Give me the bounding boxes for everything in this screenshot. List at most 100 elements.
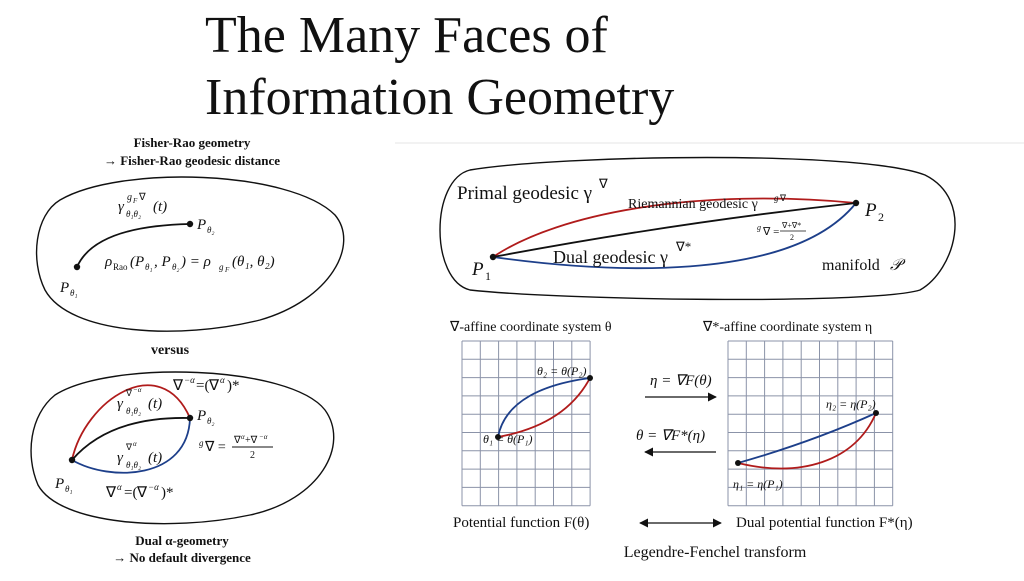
title: The Many Faces of <box>205 7 609 64</box>
geodesic-curve <box>71 417 191 461</box>
point <box>68 456 76 464</box>
math: F <box>224 266 230 274</box>
dual-geodesic <box>497 377 591 438</box>
math: g <box>757 223 761 232</box>
title: Information Geometry <box>205 69 674 126</box>
geodesic-label: ∇* <box>675 239 691 254</box>
math: α <box>117 482 122 492</box>
math: θ₁θ₂ <box>126 209 141 219</box>
point <box>873 410 879 416</box>
math: γ <box>117 396 124 412</box>
function-label: Potential function F(θ) <box>453 515 589 531</box>
math: (t) <box>153 199 167 215</box>
math: F <box>132 197 138 205</box>
point <box>735 460 741 466</box>
primal-geodesic <box>492 197 857 258</box>
coordinate-grids <box>461 340 894 507</box>
math: ∇ <box>233 435 241 446</box>
math: ∇+∇* <box>781 221 801 230</box>
math: θ₁ <box>145 262 153 272</box>
math: −α <box>259 433 268 441</box>
math: ρ <box>104 254 112 270</box>
grid-title: ∇*-affine coordinate system η <box>702 320 872 335</box>
point-label: 1 <box>485 269 491 283</box>
math: ∇ <box>105 485 117 501</box>
math: g <box>199 438 204 448</box>
point-label: θ₂ <box>207 225 215 235</box>
math: ∇ = <box>762 226 779 238</box>
geodesic-label: Riemannian geodesic γ <box>628 197 758 212</box>
math: Rao <box>113 262 128 272</box>
dual-geodesic <box>71 417 191 474</box>
geodesic-curve <box>76 223 191 268</box>
math: (P <box>130 254 144 270</box>
function-label: Dual potential function F*(η) <box>736 515 913 531</box>
transform-label: Legendre-Fenchel transform <box>624 544 807 561</box>
math: ∇ <box>136 485 148 501</box>
math: θ₁θ₂ <box>126 406 141 416</box>
manifold-outline <box>439 156 956 301</box>
point-label: P <box>59 280 69 296</box>
math: =( <box>196 378 209 394</box>
point-label: P <box>196 408 206 424</box>
math: ∇ <box>125 442 133 452</box>
math: α <box>220 375 225 385</box>
math: (t) <box>148 396 162 412</box>
point <box>587 375 593 381</box>
math: ) = ρ <box>180 254 211 270</box>
point-label: θ₁ <box>70 288 78 298</box>
point-label: P <box>471 259 484 280</box>
point-label: θ₁ <box>65 484 73 494</box>
point-label: θ₂ = θ(P₂) <box>537 364 587 378</box>
math: )* <box>161 485 174 501</box>
point <box>186 220 194 228</box>
math: θ₁θ₂ <box>126 460 141 470</box>
manifold-name: 𝒫 <box>890 257 906 274</box>
primal-geodesic <box>71 384 191 461</box>
point <box>489 253 497 261</box>
point-label: 2 <box>878 210 884 224</box>
point-label: θ₁ = θ(P₁) <box>483 432 533 446</box>
geodesic-label: ∇ <box>779 193 787 203</box>
manifold-name: manifold <box>822 257 880 274</box>
math: θ₂ <box>172 262 180 272</box>
math: =( <box>124 485 137 501</box>
point <box>73 263 81 271</box>
math: ∇ <box>208 378 220 394</box>
math: α <box>133 440 137 448</box>
math: (t) <box>148 450 162 466</box>
heading: Dual α-geometry <box>135 533 229 548</box>
map-label: θ = ∇F*(η) <box>636 428 705 444</box>
separator: versus <box>151 343 190 358</box>
heading: Fisher-Rao geometry <box>134 135 251 150</box>
math: 2 <box>250 450 255 461</box>
math: , P <box>154 254 171 270</box>
primal-geodesic <box>497 377 591 438</box>
point <box>852 199 860 207</box>
geodesic-label: ∇ <box>598 176 608 191</box>
math: +∇ <box>245 435 258 446</box>
point-label: η₂ = η(P₂) <box>826 397 876 411</box>
point-label: P <box>196 217 206 233</box>
math: −α <box>133 386 142 394</box>
math: ∇ <box>138 192 146 203</box>
math: ∇ <box>125 388 133 398</box>
dual-geodesic <box>737 412 877 464</box>
math: α <box>241 433 245 441</box>
math: γ <box>118 199 125 215</box>
point-label: θ₂ <box>207 416 215 426</box>
point <box>495 434 501 440</box>
point-label: P <box>54 476 64 492</box>
dual-geodesic <box>492 202 857 270</box>
grid-title: ∇-affine coordinate system θ <box>449 320 612 335</box>
subheading: → No default divergence <box>113 550 251 565</box>
manifold-outline <box>30 371 335 525</box>
map-label: η = ∇F(θ) <box>650 373 712 389</box>
subheading: → Fisher-Rao geodesic distance <box>104 153 280 168</box>
manifold-outline <box>35 176 345 332</box>
math: ∇ <box>172 378 184 394</box>
math: γ <box>117 450 124 466</box>
